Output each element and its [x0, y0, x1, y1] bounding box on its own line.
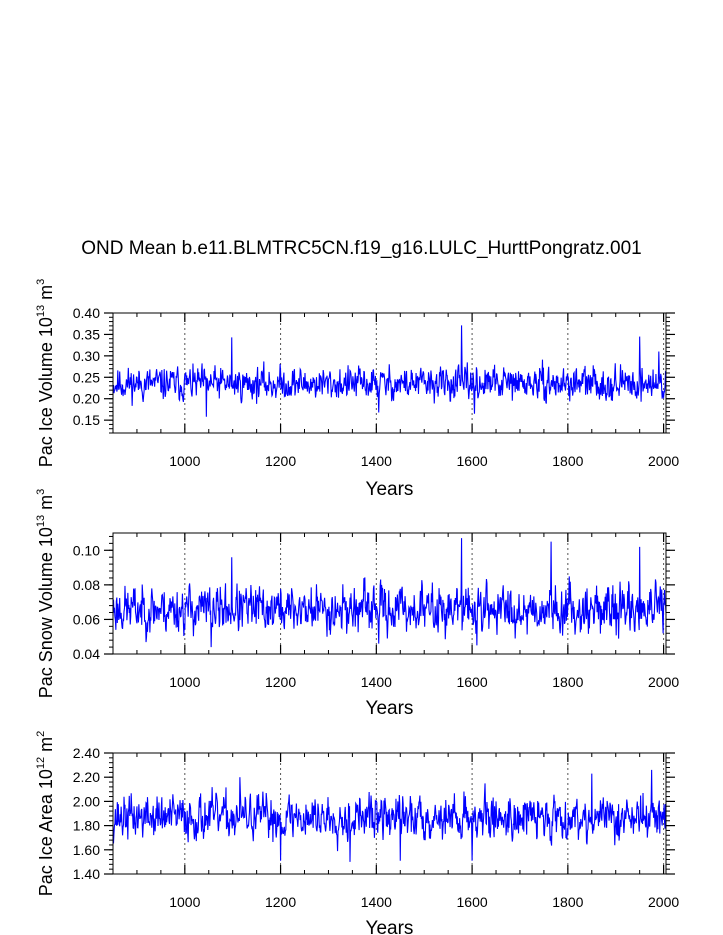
- y-tick-label: 0.06: [73, 611, 100, 627]
- y-tick-label: 0.15: [73, 412, 100, 428]
- x-tick-label: 1600: [457, 453, 488, 469]
- x-tick-label: 2000: [648, 894, 679, 910]
- chart-title: OND Mean b.e11.BLMTRC5CN.f19_g16.LULC_Hu…: [81, 238, 642, 259]
- ice-volume-series-line: [112, 325, 667, 417]
- snow-volume-panel: 1000 1200 1400 1600 1800 2000 0.04 0.06 0.08 0.10…: [35, 489, 679, 719]
- x-tick-label: 1600: [457, 674, 488, 690]
- y-tick-label: 2.00: [73, 793, 100, 809]
- y-axis-title: Pac Ice Area 1012 m2: [35, 731, 56, 896]
- y-axis-title-superscript: 3: [35, 279, 47, 285]
- x-tick-label: 1200: [265, 453, 296, 469]
- y-axis-title-superscript: 2: [35, 731, 47, 737]
- x-tick-label: 1400: [361, 894, 392, 910]
- x-tick-label: 1400: [361, 674, 392, 690]
- ice-area-panel: 1000 1200 1400 1600 1800 2000 1.40 1.60 1.80 2.00…: [35, 731, 679, 935]
- y-axis-title-part: m: [36, 495, 56, 515]
- y-axis-title-superscript: 13: [35, 515, 47, 527]
- plot-frame: [112, 532, 667, 655]
- x-tick-label: 2000: [648, 453, 679, 469]
- ice-area-series-line: [112, 769, 667, 862]
- y-tick-label: 0.35: [73, 326, 100, 342]
- x-tick-label: 1800: [552, 674, 583, 690]
- plot-frame: [112, 752, 667, 875]
- x-tick-label: 1800: [552, 894, 583, 910]
- x-tick-label: 1600: [457, 894, 488, 910]
- x-tick-label: 1200: [265, 894, 296, 910]
- y-axis-title-part: Pac Snow Volume 10: [36, 527, 56, 698]
- y-axis-title-superscript: 3: [35, 489, 47, 495]
- y-axis-title-part: Pac Ice Area 10: [36, 769, 56, 896]
- y-axis-title-superscript: 13: [35, 305, 47, 317]
- y-tick-label: 0.10: [73, 542, 100, 558]
- x-tick-label: 1400: [361, 453, 392, 469]
- y-tick-label: 0.25: [73, 369, 100, 385]
- x-tick-label: 1000: [169, 453, 200, 469]
- x-tick-label: 2000: [648, 674, 679, 690]
- y-axis-title-part: Pac Ice Volume 10: [36, 317, 56, 467]
- x-tick-label: 1000: [169, 894, 200, 910]
- y-axis-title-part: m: [36, 285, 56, 305]
- y-tick-label: 0.04: [73, 646, 100, 662]
- x-axis-title: Years: [366, 479, 414, 500]
- x-tick-label: 1000: [169, 674, 200, 690]
- y-tick-label: 1.80: [73, 818, 100, 834]
- y-tick-label: 0.30: [73, 348, 100, 364]
- y-axis-title-superscript: 12: [35, 757, 47, 769]
- y-tick-label: 0.40: [73, 305, 100, 321]
- y-axis-title: Pac Ice Volume 1013 m3: [35, 279, 56, 467]
- y-axis-title-part: m: [36, 737, 56, 757]
- x-axis-title: Years: [366, 918, 414, 935]
- y-tick-label: 0.20: [73, 391, 100, 407]
- x-tick-label: 1800: [552, 453, 583, 469]
- y-axis-title: Pac Snow Volume 1013 m3: [35, 489, 56, 698]
- y-tick-label: 2.40: [73, 745, 100, 761]
- y-tick-label: 2.20: [73, 769, 100, 785]
- x-axis-title: Years: [366, 698, 414, 719]
- snow-volume-series-line: [112, 538, 667, 648]
- ice-volume-panel: 1000 1200 1400 1600 1800 2000 0.15 0.20 0.25 0.30…: [35, 279, 679, 500]
- y-tick-label: 1.40: [73, 866, 100, 882]
- y-tick-label: 0.08: [73, 577, 100, 593]
- y-tick-label: 1.60: [73, 842, 100, 858]
- x-tick-label: 1200: [265, 674, 296, 690]
